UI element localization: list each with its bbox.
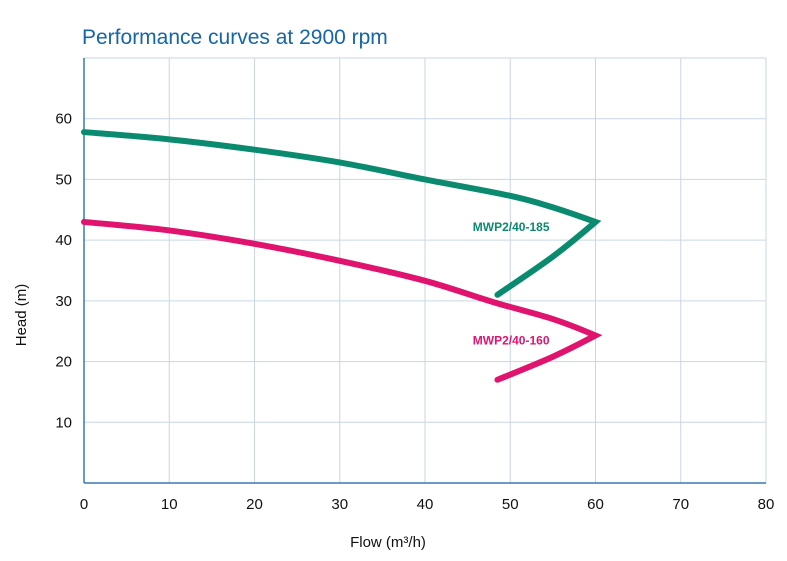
series [81, 129, 603, 383]
x-tick-label: 50 [502, 496, 519, 513]
x-tick-label: 10 [161, 496, 178, 513]
y-tick-label: 40 [55, 232, 72, 249]
series-label-1: MWP2/40-185 [473, 220, 550, 234]
x-tick-label: 80 [758, 496, 775, 513]
series-labels: MWP2/40-185 MWP2/40-160 [473, 220, 550, 348]
x-tick-label: 70 [672, 496, 689, 513]
x-tick-label: 60 [587, 496, 604, 513]
x-tick-label: 20 [246, 496, 263, 513]
x-tick-label: 0 [80, 496, 88, 513]
x-tick-label: 30 [331, 496, 348, 513]
y-tick-label: 60 [55, 111, 72, 128]
grid [84, 57, 767, 483]
x-tick-labels: 0 10 20 30 40 50 60 70 80 [80, 496, 775, 513]
series-line-1 [81, 129, 602, 298]
y-tick-labels: 10 20 30 40 50 60 [55, 111, 72, 432]
series-label-2: MWP2/40-160 [473, 333, 550, 347]
y-tick-label: 50 [55, 171, 72, 188]
series-line-2 [81, 218, 603, 383]
y-tick-label: 30 [55, 293, 72, 310]
y-tick-label: 10 [55, 414, 72, 431]
axes [83, 58, 766, 484]
y-axis-title: Head (m) [13, 284, 30, 347]
x-axis-title: Flow (m³/h) [350, 534, 426, 551]
chart-title: Performance curves at 2900 rpm [82, 26, 388, 49]
x-tick-label: 40 [417, 496, 434, 513]
y-tick-label: 20 [55, 354, 72, 371]
